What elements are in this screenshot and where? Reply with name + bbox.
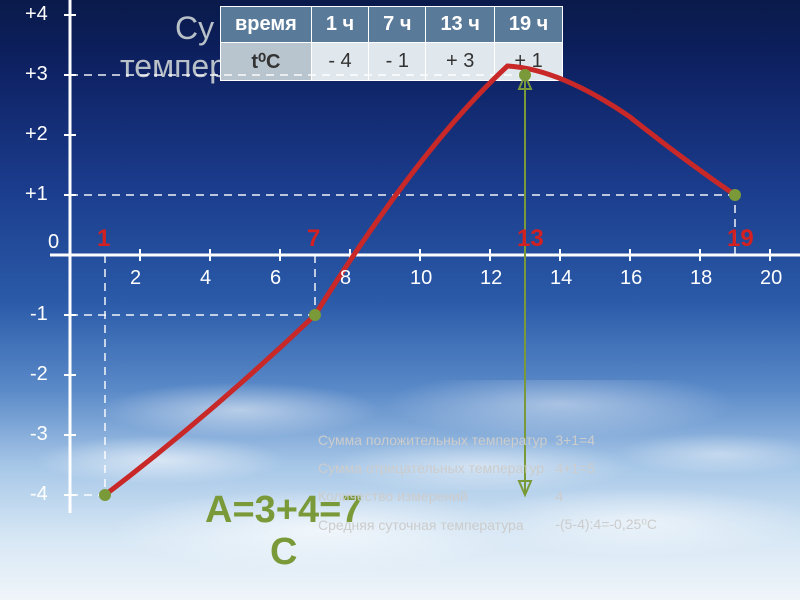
calc-row: Сумма отрицательных температур 4+1=5 bbox=[318, 460, 657, 476]
axis-tick-label: 16 bbox=[620, 267, 642, 290]
calculation-table: Сумма положительных температур 3+1=4 Сумм… bbox=[310, 420, 665, 545]
x-red-label: 1 bbox=[97, 225, 110, 253]
calc-row: Сумма положительных температур 3+1=4 bbox=[318, 432, 657, 448]
axis-tick-label: 0 bbox=[48, 231, 59, 254]
axis-tick-label: 10 bbox=[410, 267, 432, 290]
axis-tick-label: +4 bbox=[25, 3, 48, 26]
calc-value: 4 bbox=[555, 488, 657, 504]
axis-tick-label: 12 bbox=[480, 267, 502, 290]
axis-tick-label: -1 bbox=[30, 303, 48, 326]
axis-tick-label: 2 bbox=[130, 267, 141, 290]
calc-row: Количество измерений 4 bbox=[318, 488, 657, 504]
calc-row: Средняя суточная температура -(5-4):4=-0,… bbox=[318, 516, 657, 533]
axis-tick-label: 20 bbox=[760, 267, 782, 290]
x-red-label: 19 bbox=[727, 225, 754, 253]
axis-tick-label: 18 bbox=[690, 267, 712, 290]
axis-tick-label: 8 bbox=[340, 267, 351, 290]
axis-tick-label: 6 bbox=[270, 267, 281, 290]
axis-tick-label: +2 bbox=[25, 123, 48, 146]
calc-value: -(5-4):4=-0,25⁰С bbox=[555, 516, 657, 533]
calc-label: Сумма отрицательных температур bbox=[318, 460, 547, 476]
x-red-label: 7 bbox=[307, 225, 320, 253]
axis-tick-label: -3 bbox=[30, 423, 48, 446]
axis-tick-label: -4 bbox=[30, 483, 48, 506]
calc-value: 3+1=4 bbox=[555, 432, 657, 448]
calc-label: Средняя суточная температура bbox=[318, 516, 547, 533]
calc-label: Количество измерений bbox=[318, 488, 547, 504]
axis-tick-label: 4 bbox=[200, 267, 211, 290]
axis-tick-label: -2 bbox=[30, 363, 48, 386]
axis-tick-label: +1 bbox=[25, 183, 48, 206]
x-red-label: 13 bbox=[517, 225, 544, 253]
calc-label: Сумма положительных температур bbox=[318, 432, 547, 448]
axis-tick-label: +3 bbox=[25, 63, 48, 86]
axis-tick-label: 14 bbox=[550, 267, 572, 290]
calc-value: 4+1=5 bbox=[555, 460, 657, 476]
